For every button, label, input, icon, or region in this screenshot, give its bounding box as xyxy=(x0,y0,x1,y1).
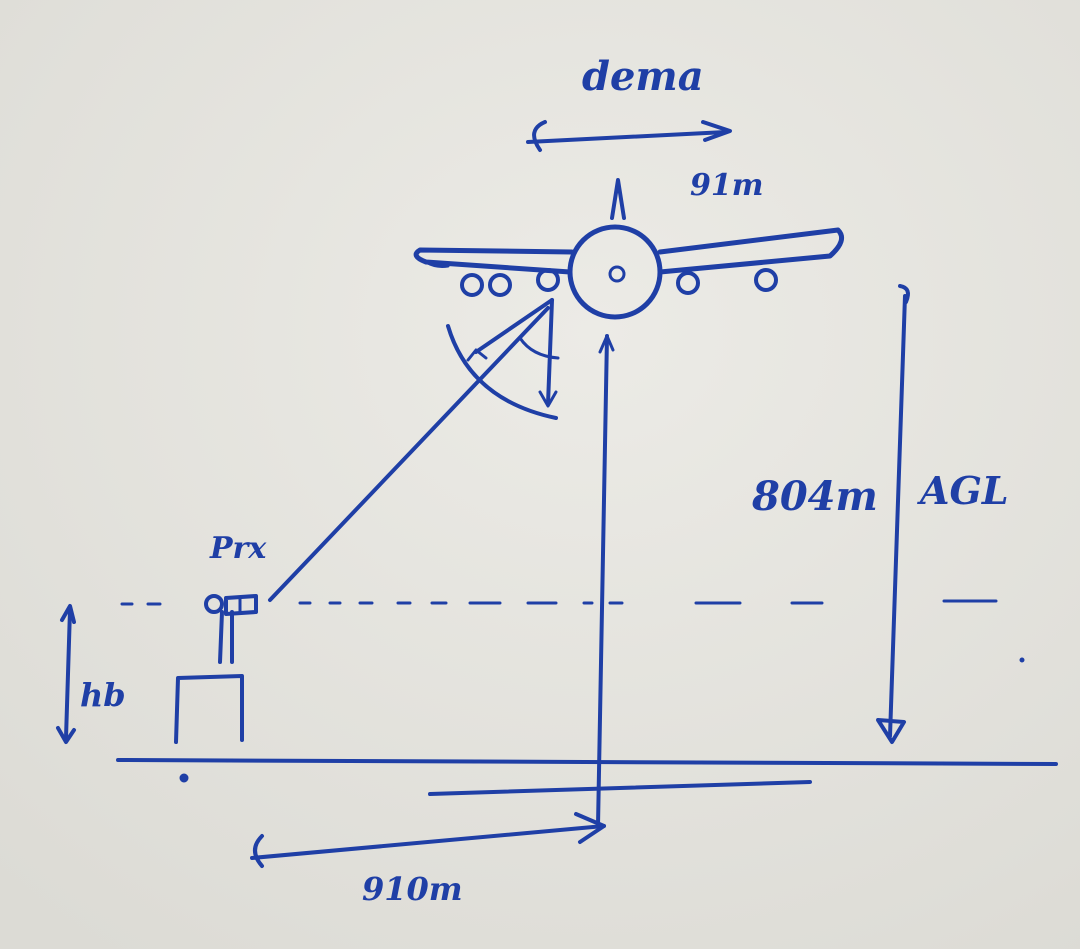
engine xyxy=(536,268,560,292)
span-value: 91m xyxy=(690,168,764,203)
span-label: dema xyxy=(582,53,704,100)
receiver-station xyxy=(174,594,258,744)
aircraft xyxy=(413,178,845,320)
mast xyxy=(218,610,234,664)
vertical-drop-line xyxy=(596,334,609,828)
building xyxy=(174,674,244,744)
span-arrow xyxy=(526,120,732,152)
engine xyxy=(488,273,512,297)
engine xyxy=(676,271,700,295)
altitude-ref: AGL xyxy=(917,468,1009,513)
ground-line xyxy=(116,758,1058,766)
right-wing xyxy=(657,227,845,275)
height-label: hb xyxy=(80,676,126,714)
beam-pattern xyxy=(446,298,560,420)
height-arrow xyxy=(56,604,76,744)
reference-dashed-line xyxy=(120,599,998,606)
ground-segment xyxy=(428,780,812,796)
receiver-label: Prx xyxy=(209,531,267,566)
altitude-arrow xyxy=(876,284,910,744)
distance-arrow xyxy=(250,812,606,868)
line-of-sight xyxy=(268,306,550,602)
ink-speck xyxy=(1019,657,1025,663)
engine xyxy=(460,273,484,297)
ground-dot xyxy=(179,773,189,783)
distance-label: 910m xyxy=(362,870,463,908)
engine xyxy=(754,268,778,292)
receiver-antenna xyxy=(204,594,224,614)
altitude-value: 804m xyxy=(751,473,878,520)
